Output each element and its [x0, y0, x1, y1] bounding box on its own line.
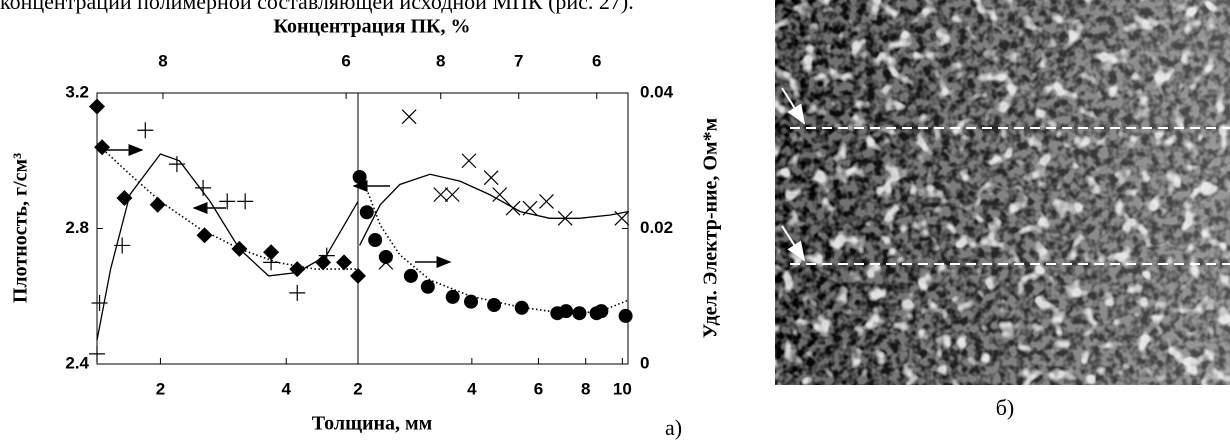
circle-marker	[618, 308, 633, 323]
x-tick-label: 4	[282, 379, 292, 398]
diamond-marker	[116, 190, 133, 207]
arrow	[781, 225, 806, 262]
diamond-marker	[196, 227, 213, 244]
x-tick-label: 10	[613, 379, 632, 398]
x2-tick-label: 6	[341, 51, 350, 70]
fit-line	[96, 153, 359, 341]
x2-axis-title: Концентрация ПК, %	[273, 16, 470, 38]
plus-marker	[237, 193, 254, 210]
circle-marker	[514, 300, 529, 315]
x-tick-label: 8	[581, 379, 590, 398]
diamond-marker	[350, 267, 366, 284]
arrow	[781, 87, 806, 125]
circle-marker	[378, 249, 393, 264]
diamond-marker	[263, 244, 280, 261]
y-axis-title: Плотность, г/см³	[10, 153, 32, 303]
plus-marker	[289, 284, 306, 301]
panel-label: б)	[996, 395, 1015, 420]
diamond-marker	[336, 254, 353, 271]
plus-marker	[195, 179, 212, 196]
micrograph-blobs	[775, 0, 1230, 385]
plus-marker	[91, 295, 108, 312]
x2-tick-label: 8	[158, 51, 167, 70]
fit-line	[358, 169, 629, 315]
x-tick-label: 2	[156, 379, 165, 398]
x-marker	[378, 254, 394, 270]
x2-tick-label: 8	[436, 51, 445, 70]
x-marker	[483, 170, 499, 186]
y2-tick-label: 0.04	[640, 82, 674, 101]
x2-tick-label: 7	[514, 51, 523, 70]
x-tick-label: 6	[534, 379, 543, 398]
y-tick-label: 3.2	[65, 82, 89, 101]
annotation-arrows	[106, 144, 452, 268]
plus-marker	[137, 122, 154, 139]
circle-marker	[368, 233, 383, 248]
circle-marker	[420, 279, 435, 294]
x-marker	[461, 153, 477, 169]
y2-tick-label: 0.02	[640, 218, 673, 237]
y-tick-label: 2.4	[65, 353, 89, 372]
x-tick-label: 2	[353, 379, 362, 398]
diamond-marker	[89, 98, 105, 115]
circle-marker	[464, 294, 479, 309]
y2-axis-title: Удел. Электр-ние, Ом*м	[700, 118, 722, 338]
plus-marker	[219, 193, 236, 210]
circle-marker	[559, 304, 574, 319]
x-marker	[444, 187, 460, 203]
x-marker	[401, 109, 417, 125]
micrograph	[775, 0, 1230, 385]
circle-marker	[403, 268, 418, 283]
circle-marker	[594, 304, 609, 319]
plus-marker	[89, 345, 105, 362]
diamond-marker	[315, 254, 332, 271]
panel-label: а)	[665, 415, 682, 440]
y2-tick-label: 0	[640, 353, 649, 372]
circle-marker	[445, 289, 460, 304]
y-tick-label: 2.8	[65, 218, 89, 237]
x-marker	[433, 187, 449, 203]
x-axis-title: Толщина, мм	[312, 413, 433, 435]
x-tick-label: 4	[467, 379, 477, 398]
x-marker	[539, 193, 554, 209]
x2-tick-label: 6	[592, 51, 601, 70]
x-marker	[492, 187, 508, 203]
circle-marker	[572, 306, 587, 321]
diamond-marker	[149, 196, 166, 213]
circle-marker	[352, 170, 367, 185]
body-text: концентрации полимерной составляющей исх…	[0, 0, 634, 14]
diamond-marker	[94, 139, 111, 156]
fit-line	[359, 173, 629, 246]
plot-frame	[96, 92, 629, 365]
circle-marker	[359, 205, 374, 220]
